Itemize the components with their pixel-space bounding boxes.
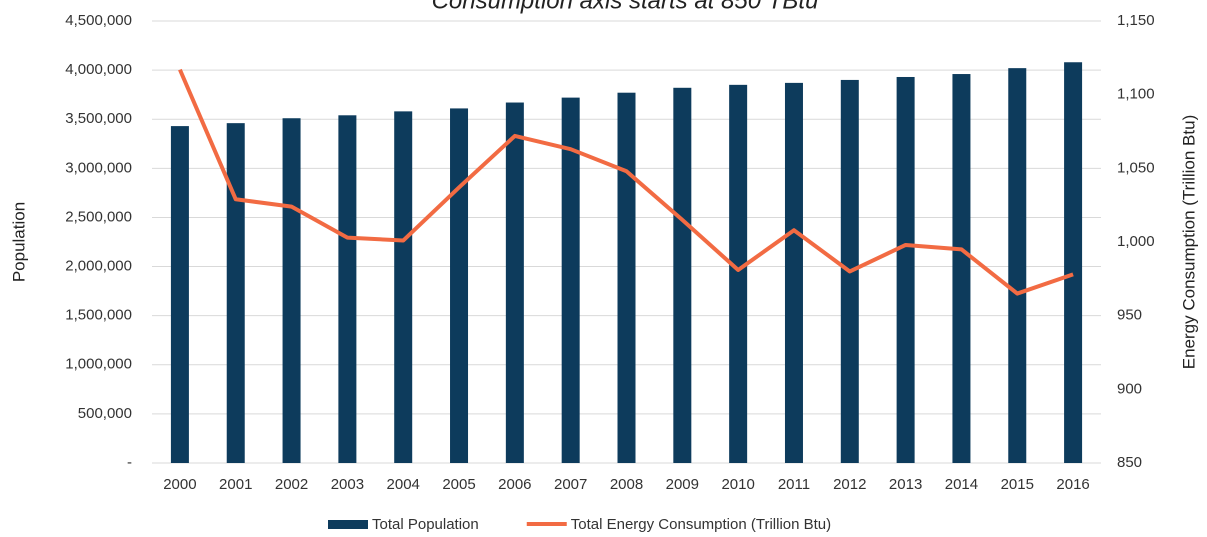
- y-tick-label: 2,500,000: [65, 208, 132, 225]
- bar: [673, 87, 692, 464]
- bar: [338, 115, 357, 463]
- y-tick-label: 4,000,000: [65, 61, 132, 78]
- y2-tick-label: 1,100: [1117, 86, 1155, 103]
- y2-tick-label: 900: [1117, 380, 1142, 397]
- x-tick-label: 2004: [387, 476, 420, 493]
- bar: [784, 82, 803, 463]
- y2-tick-label: 1,000: [1117, 233, 1155, 250]
- bar: [952, 74, 971, 463]
- y-tick-label: 1,500,000: [65, 307, 132, 324]
- x-tick-label: 2005: [442, 476, 475, 493]
- bar: [170, 126, 189, 463]
- x-tick-label: 2013: [889, 476, 922, 493]
- y-tick-label: 4,500,000: [65, 12, 132, 29]
- y-tick-label: -: [127, 454, 132, 471]
- x-tick-label: 2000: [163, 476, 196, 493]
- bar: [561, 97, 580, 463]
- bar: [729, 84, 748, 463]
- chart-title: Consumption axis starts at 850 TBtu: [432, 0, 819, 14]
- x-tick-label: 2001: [219, 476, 252, 493]
- x-tick-label: 2009: [666, 476, 699, 493]
- bar: [394, 111, 413, 463]
- bar: [896, 76, 915, 463]
- x-tick-label: 2008: [610, 476, 643, 493]
- legend-label: Total Energy Consumption (Trillion Btu): [571, 516, 831, 533]
- bar: [1064, 62, 1083, 464]
- bar: [505, 102, 524, 463]
- x-tick-label: 2006: [498, 476, 531, 493]
- y-tick-label: 500,000: [78, 405, 132, 422]
- y2-tick-label: 1,150: [1117, 12, 1155, 29]
- bar: [282, 118, 301, 464]
- line: [178, 68, 1074, 296]
- y2-axis-label: Energy Consumption (Trillion Btu): [1179, 115, 1198, 369]
- legend-swatch: [328, 520, 368, 529]
- y2-tick-label: 950: [1117, 307, 1142, 324]
- bar: [1008, 68, 1027, 463]
- bar: [226, 123, 245, 463]
- y-tick-label: 3,000,000: [65, 159, 132, 176]
- x-tick-label: 2007: [554, 476, 587, 493]
- bar: [450, 108, 469, 463]
- y-tick-label: 3,500,000: [65, 110, 132, 127]
- y-axis-label: Population: [9, 202, 28, 282]
- x-tick-label: 2003: [331, 476, 364, 493]
- x-tick-label: 2016: [1056, 476, 1089, 493]
- x-tick-label: 2015: [1001, 476, 1034, 493]
- x-tick-label: 2002: [275, 476, 308, 493]
- bar: [617, 92, 636, 464]
- x-tick-label: 2010: [721, 476, 754, 493]
- x-tick-label: 2011: [778, 476, 810, 493]
- x-tick-label: 2014: [945, 476, 978, 493]
- y-tick-label: 1,000,000: [65, 356, 132, 373]
- legend-label: Total Population: [372, 516, 479, 533]
- y-tick-label: 2,000,000: [65, 258, 132, 275]
- x-tick-label: 2012: [833, 476, 866, 493]
- y2-tick-label: 1,050: [1117, 159, 1155, 176]
- y2-tick-label: 850: [1117, 454, 1142, 471]
